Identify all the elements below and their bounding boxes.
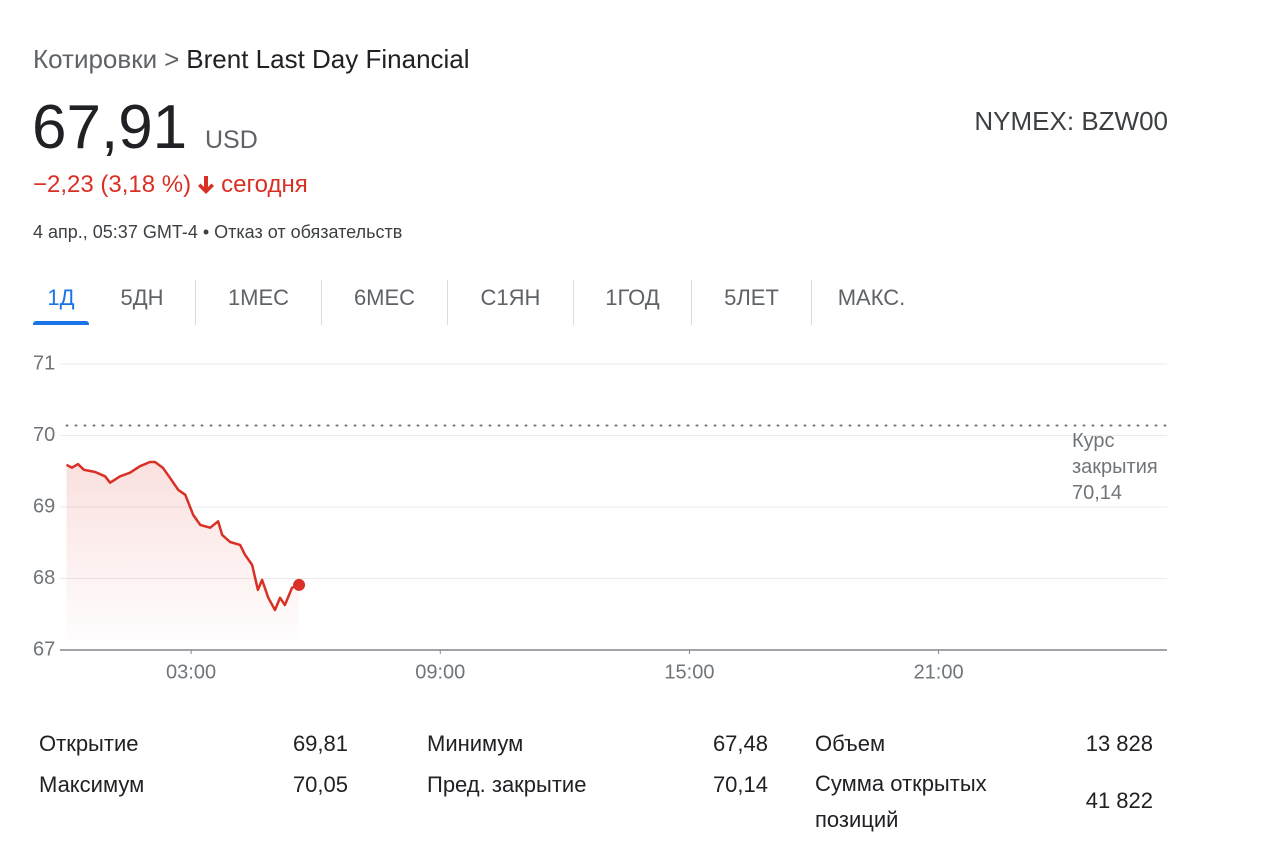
- currency: USD: [205, 126, 258, 154]
- range-tab[interactable]: 5ЛЕТ: [691, 280, 811, 325]
- stat-label: Пред. закрытие: [427, 772, 587, 797]
- breadcrumb-separator: >: [164, 44, 180, 74]
- timestamp: 4 апр., 05:37 GMT-4 •: [33, 222, 210, 242]
- range-tab[interactable]: С1ЯН: [447, 280, 573, 325]
- change-value: −2,23 (3,18 %): [33, 171, 192, 198]
- previous-close-label: Курс закрытия 70,14: [1072, 428, 1172, 506]
- x-tick-label: 15:00: [664, 661, 714, 683]
- stat-label: Минимум: [427, 731, 524, 756]
- stat-label: Сумма открытых позиций: [815, 771, 987, 832]
- current-point: [293, 578, 306, 591]
- range-tab[interactable]: 1Д: [33, 280, 89, 325]
- y-tick-label: 70: [33, 424, 55, 446]
- stat-value: 67,48: [712, 731, 768, 756]
- stat-value: 70,05: [292, 772, 348, 797]
- range-tab[interactable]: 6МЕС: [321, 280, 447, 325]
- x-tick-label: 03:00: [166, 661, 216, 683]
- disclaimer-link[interactable]: Отказ от обязательств: [214, 222, 403, 242]
- chart: 67 68 69 70 71 03:00 09:00 15:00 21:00: [33, 352, 1168, 683]
- breadcrumb: Котировки > Brent Last Day Financial: [33, 44, 477, 75]
- stat-value: 41 822: [1085, 788, 1153, 813]
- range-tabs: 1Д 5ДН 1МЕС 6МЕС С1ЯН 1ГОД 5ЛЕТ МАКС.: [33, 280, 931, 325]
- y-tick-label: 69: [33, 495, 55, 517]
- change: −2,23 (3,18 %) сегодня: [33, 171, 308, 199]
- down-arrow: [198, 176, 215, 194]
- change-period: сегодня: [221, 171, 308, 198]
- price: 67,91: [32, 93, 188, 162]
- breadcrumb-current: Brent Last Day Financial: [186, 44, 470, 74]
- stat-value: 69,81: [292, 731, 348, 756]
- y-tick-label: 67: [33, 638, 55, 660]
- ticker: NYMEX: BZW00: [974, 106, 1168, 136]
- stat-value: 13 828: [1085, 731, 1153, 756]
- range-tab[interactable]: МАКС.: [811, 280, 931, 325]
- stat-label: Объем: [815, 731, 886, 756]
- range-tab[interactable]: 1ГОД: [573, 280, 691, 325]
- timestamp-line: 4 апр., 05:37 GMT-4 • Отказ от обязатель…: [33, 222, 402, 243]
- x-tick-label: 09:00: [415, 661, 465, 683]
- y-tick-label: 68: [33, 567, 55, 589]
- stat-label: Открытие: [39, 731, 139, 756]
- line-area: [66, 462, 300, 650]
- previous-close-value: 70,14: [1072, 482, 1123, 504]
- y-tick-label: 71: [33, 352, 55, 374]
- range-tab[interactable]: 1МЕС: [195, 280, 321, 325]
- range-tab[interactable]: 5ДН: [120, 285, 164, 310]
- price-line: [65, 460, 300, 612]
- previous-close-title: Курс закрытия: [1072, 430, 1158, 478]
- stat-value: 70,14: [712, 772, 768, 797]
- stat-label: Максимум: [39, 772, 145, 797]
- x-tick-label: 21:00: [914, 661, 964, 683]
- breadcrumb-link[interactable]: Котировки: [33, 44, 158, 74]
